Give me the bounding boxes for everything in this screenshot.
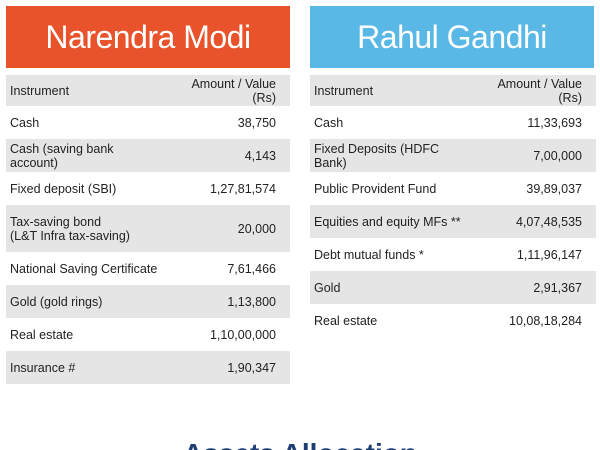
instrument-cell: Fixed deposit (SBI) [6,172,164,205]
amount-cell: 39,89,037 [469,172,596,205]
amount-cell: 4,07,48,535 [469,205,596,238]
table-header-row: Instrument Amount / Value (Rs) [310,75,596,106]
amount-cell: 10,08,18,284 [469,304,596,337]
instrument-cell: Real estate [310,304,470,337]
table-row: Public Provident Fund 39,89,037 [310,172,596,205]
table-row: Gold 2,91,367 [310,271,596,304]
amount-cell: 4,143 [163,139,290,172]
amount-cell: 7,61,466 [163,252,290,285]
instrument-cell: Public Provident Fund [310,172,470,205]
instrument-cell: Cash [6,106,164,139]
rahul-title: Rahul Gandhi [310,6,594,68]
rahul-panel: Rahul Gandhi Instrument Amount / Value (… [310,6,596,337]
table-row: Insurance # 1,90,347 [6,351,290,384]
amount-cell: 1,13,800 [163,285,290,318]
table-row: National Saving Certificate 7,61,466 [6,252,290,285]
instrument-line-2: (L&T Infra tax-saving) [10,228,130,243]
amount-cell: 1,27,81,574 [163,172,290,205]
amount-cell: 38,750 [163,106,290,139]
instrument-cell: Fixed Deposits (HDFC Bank) [310,139,470,172]
instrument-cell: Gold [310,271,470,304]
amount-cell: 1,11,96,147 [469,238,596,271]
instrument-cell: Cash [310,106,470,139]
rahul-assets-table: Instrument Amount / Value (Rs) Cash 11,3… [310,75,596,337]
instrument-line: Tax-saving bond [10,214,102,229]
amount-cell: 7,00,000 [469,139,596,172]
amount-header: Amount / Value (Rs) [469,75,596,106]
amount-cell: 1,90,347 [163,351,290,384]
modi-panel: Narendra Modi Instrument Amount / Value … [6,6,290,384]
amount-cell: 20,000 [163,205,290,252]
instrument-cell: Cash (saving bank account) [6,139,164,172]
amount-cell: 1,10,00,000 [163,318,290,351]
table-row: Real estate 10,08,18,284 [310,304,596,337]
instrument-cell: Real estate [6,318,164,351]
amount-cell: 2,91,367 [469,271,596,304]
amount-cell: 11,33,693 [469,106,596,139]
table-row: Equities and equity MFs ** 4,07,48,535 [310,205,596,238]
table-row: Cash 11,33,693 [310,106,596,139]
instrument-cell: Equities and equity MFs ** [310,205,470,238]
table-row: Fixed deposit (SBI) 1,27,81,574 [6,172,290,205]
instrument-cell: Gold (gold rings) [6,285,164,318]
modi-assets-table: Instrument Amount / Value (Rs) Cash 38,7… [6,75,290,384]
table-row: Cash (saving bank account) 4,143 [6,139,290,172]
table-row: Fixed Deposits (HDFC Bank) 7,00,000 [310,139,596,172]
amount-header: Amount / Value (Rs) [163,75,290,106]
modi-title: Narendra Modi [6,6,290,68]
instrument-cell: Insurance # [6,351,164,384]
table-header-row: Instrument Amount / Value (Rs) [6,75,290,106]
instrument-cell: Debt mutual funds * [310,238,470,271]
instrument-header: Instrument [6,75,164,106]
table-row: Gold (gold rings) 1,13,800 [6,285,290,318]
instrument-cell: National Saving Certificate [6,252,164,285]
table-row: Debt mutual funds * 1,11,96,147 [310,238,596,271]
instrument-header: Instrument [310,75,470,106]
table-row: Real estate 1,10,00,000 [6,318,290,351]
table-row: Cash 38,750 [6,106,290,139]
table-row: Tax-saving bond (L&T Infra tax-saving) 2… [6,205,290,252]
assets-allocation-heading: Assets Allocation [0,434,600,450]
instrument-cell: Tax-saving bond (L&T Infra tax-saving) [6,205,164,252]
